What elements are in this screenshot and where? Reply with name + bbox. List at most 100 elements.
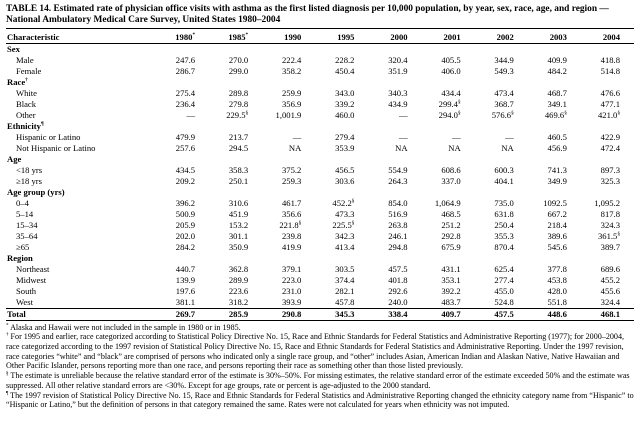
section-row: Region bbox=[6, 253, 634, 264]
cell-value bbox=[209, 43, 262, 55]
cell-value bbox=[581, 43, 634, 55]
cell-value: 356.6 bbox=[281, 208, 302, 219]
data-row: Midwest 139.9 289.9 223.0 374.4 401.8 353.1 277… bbox=[6, 275, 634, 286]
cell-value: 434.9 bbox=[388, 98, 408, 109]
cell-value: 1,095.2 bbox=[594, 197, 620, 208]
footnote-marker: † bbox=[25, 76, 28, 83]
cell-value: 741.3 bbox=[547, 164, 567, 175]
cell-value: 213.7 bbox=[228, 131, 249, 142]
cell-value bbox=[156, 43, 209, 55]
row-label: 5–14 bbox=[16, 208, 34, 219]
cell-value bbox=[581, 187, 634, 198]
row-label: Age group (yrs) bbox=[7, 186, 65, 197]
footnote-marker: § bbox=[564, 109, 567, 116]
cell-value bbox=[475, 253, 528, 264]
cell-value bbox=[528, 77, 581, 88]
cell-value: 450.4 bbox=[335, 65, 355, 76]
cell-value: 472.4 bbox=[600, 142, 620, 153]
cell-value: 817.8 bbox=[600, 208, 620, 219]
cell-value: 457.5 bbox=[388, 263, 408, 274]
footnote-marker: ¶ bbox=[40, 120, 44, 127]
cell-value bbox=[422, 154, 475, 165]
cell-value: 457.8 bbox=[335, 296, 355, 307]
footnote-marker: * bbox=[245, 31, 249, 38]
cell-value: 456.5 bbox=[335, 164, 355, 175]
data-row: 0–4 396.2 310.6 461.7 452.2§ 854.0 1,064.9 735.… bbox=[6, 198, 634, 209]
data-table: Characteristic 1980* 1985* 1990 1995 2000 2001… bbox=[6, 28, 634, 321]
cell-value: 294.0§ bbox=[438, 109, 461, 120]
data-row: Other — 229.5§ 1,001.9 460.0 — 294.0§ 576.6§ 469… bbox=[6, 110, 634, 121]
cell-value: 257.6 bbox=[175, 142, 196, 153]
cell-value: 460.5 bbox=[547, 131, 567, 142]
cell-value: 434.4 bbox=[441, 87, 461, 98]
row-label: Female bbox=[16, 65, 42, 76]
cell-value: 453.8 bbox=[547, 274, 567, 285]
cell-value: NA bbox=[288, 142, 302, 153]
header-row: Characteristic 1980* 1985* 1990 1995 2000 2001… bbox=[6, 28, 634, 44]
cell-value bbox=[262, 154, 315, 165]
cell-value: 275.4 bbox=[175, 87, 196, 98]
cell-value: 259.9 bbox=[281, 87, 302, 98]
cell-value: 209.2 bbox=[175, 175, 196, 186]
row-label: West bbox=[16, 296, 33, 307]
data-row: Hispanic or Latino 479.9 213.7 — 279.4 — — — 460… bbox=[6, 132, 634, 143]
cell-value: 608.6 bbox=[441, 164, 461, 175]
cell-value bbox=[528, 121, 581, 132]
cell-value: 460.0 bbox=[335, 109, 355, 120]
cell-value: 600.3 bbox=[494, 164, 514, 175]
cell-value: 250.1 bbox=[228, 175, 249, 186]
cell-value: 854.0 bbox=[388, 197, 408, 208]
column-header-year: 2001 bbox=[421, 28, 475, 44]
cell-value: 221.8§ bbox=[279, 219, 302, 230]
cell-value bbox=[422, 121, 475, 132]
cell-value: 228.2 bbox=[335, 54, 355, 65]
cell-value bbox=[422, 253, 475, 264]
cell-value: 431.1 bbox=[441, 263, 461, 274]
cell-value: 393.9 bbox=[281, 296, 302, 307]
cell-value bbox=[368, 43, 421, 55]
cell-value: 576.6§ bbox=[491, 109, 514, 120]
cell-value bbox=[581, 77, 634, 88]
cell-value: 549.3 bbox=[494, 65, 514, 76]
cell-value: 270.0 bbox=[228, 54, 249, 65]
cell-value bbox=[209, 121, 262, 132]
total-row: Total 269.7 285.9 290.8 345.3 338.4 409.7 457.5… bbox=[6, 307, 634, 321]
cell-value bbox=[156, 187, 209, 198]
cell-value: 344.9 bbox=[494, 54, 514, 65]
cell-value bbox=[475, 187, 528, 198]
cell-value: 223.6 bbox=[228, 285, 249, 296]
cell-value bbox=[315, 154, 368, 165]
cell-value: 500.9 bbox=[175, 208, 196, 219]
cell-value: 279.8 bbox=[228, 98, 249, 109]
data-row: 5–14 500.9 451.9 356.6 473.3 516.9 468.5 631.8 6… bbox=[6, 209, 634, 220]
column-header-year: 1990 bbox=[262, 28, 316, 44]
row-label: 15–34 bbox=[16, 219, 38, 230]
cell-value: 294.8 bbox=[388, 241, 408, 252]
cell-value bbox=[315, 187, 368, 198]
data-row: Black 236.4 279.8 356.9 339.2 434.9 299.4§ 368.… bbox=[6, 99, 634, 110]
cell-value: 349.9 bbox=[547, 175, 567, 186]
row-label: Region bbox=[7, 252, 33, 263]
cell-value: 476.6 bbox=[600, 87, 620, 98]
cell-value: 250.4 bbox=[494, 219, 514, 230]
cell-value bbox=[156, 77, 209, 88]
cell-value bbox=[528, 253, 581, 264]
cell-value: 452.2§ bbox=[332, 197, 355, 208]
cell-value: 374.4 bbox=[335, 274, 355, 285]
cell-value: 229.5§ bbox=[226, 109, 249, 120]
cell-value: 351.9 bbox=[388, 65, 408, 76]
cell-value: 484.2 bbox=[547, 65, 567, 76]
cell-value: 413.4 bbox=[335, 241, 355, 252]
row-label: Other bbox=[16, 109, 36, 120]
cell-value: — bbox=[505, 131, 514, 142]
cell-value: 310.6 bbox=[228, 197, 249, 208]
cell-value: 461.7 bbox=[281, 197, 302, 208]
cell-value: 735.0 bbox=[494, 197, 514, 208]
cell-value: 139.9 bbox=[175, 274, 196, 285]
cell-value: 448.6 bbox=[527, 307, 581, 321]
row-label: Male bbox=[16, 54, 34, 65]
cell-value: 404.1 bbox=[494, 175, 514, 186]
cell-value: 422.9 bbox=[600, 131, 620, 142]
cell-value: 240.0 bbox=[388, 296, 408, 307]
cell-value: 473.4 bbox=[494, 87, 514, 98]
